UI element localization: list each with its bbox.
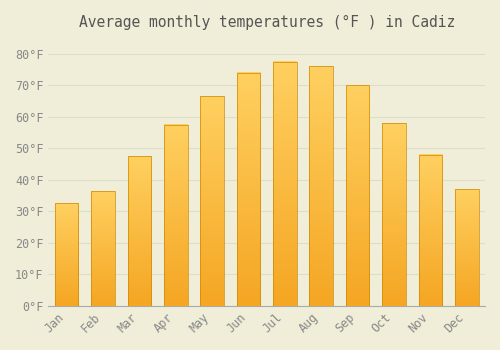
Bar <box>346 85 370 306</box>
Bar <box>236 73 260 306</box>
Bar <box>128 156 151 306</box>
Bar <box>164 125 188 306</box>
Bar <box>273 62 296 306</box>
Bar <box>418 155 442 306</box>
Title: Average monthly temperatures (°F ) in Cadiz: Average monthly temperatures (°F ) in Ca… <box>78 15 455 30</box>
Bar <box>455 189 478 306</box>
Bar <box>200 96 224 306</box>
Bar <box>310 66 333 306</box>
Bar <box>54 203 78 306</box>
Bar <box>382 123 406 306</box>
Bar <box>91 191 115 306</box>
